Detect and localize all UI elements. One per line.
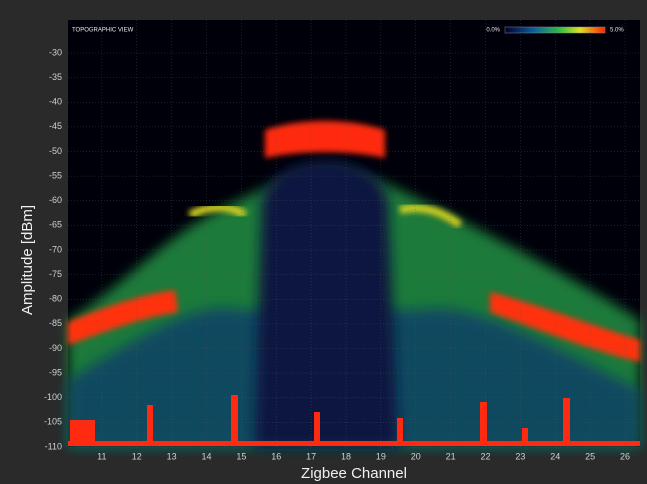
x-tick-label: 26 (620, 451, 630, 461)
x-tick-label: 25 (585, 451, 595, 461)
y-tick-label: -110 (45, 441, 62, 451)
colorbar-label: 0.0% (486, 28, 500, 34)
density-yellow-left (188, 203, 248, 219)
y-tick-label: -70 (49, 244, 62, 254)
colorbar-label: 5.0% (610, 28, 624, 34)
x-tick-label: 20 (411, 451, 421, 461)
x-tick-label: 12 (132, 451, 142, 461)
x-tick-label: 23 (515, 451, 525, 461)
x-tick-label: 16 (271, 451, 281, 461)
y-tick-label: -100 (44, 392, 62, 402)
density-core (255, 160, 398, 447)
y-tick-label: -55 (49, 170, 62, 180)
spur (522, 428, 528, 445)
x-tick-label: 22 (480, 451, 490, 461)
y-tick-label: -85 (49, 318, 62, 328)
density-red-right (490, 292, 640, 362)
spur (397, 418, 403, 445)
y-tick-label: -35 (49, 72, 62, 82)
density-yellow-right (399, 204, 463, 229)
x-tick-label: 11 (97, 451, 106, 461)
spurs (68, 395, 640, 446)
y-tick-label: -65 (49, 220, 62, 230)
y-tick-label: -90 (49, 343, 62, 353)
x-tick-label: 18 (341, 451, 351, 461)
y-axis-label: Amplitude [dBm] (19, 205, 36, 315)
spur (480, 402, 487, 445)
spur (563, 398, 570, 445)
spur (314, 412, 320, 445)
spur (147, 405, 153, 445)
density-red-left (68, 290, 178, 345)
density-red-top (265, 121, 385, 158)
x-tick-label: 13 (167, 451, 177, 461)
x-tick-label: 19 (376, 451, 386, 461)
y-tick-label: -95 (49, 367, 62, 377)
spur (231, 395, 238, 445)
x-tick-label: 17 (306, 451, 316, 461)
x-tick-label: 15 (236, 451, 246, 461)
y-tick-label: -45 (49, 121, 62, 131)
y-tick-label: -80 (49, 294, 62, 304)
y-tick-label: -40 (49, 97, 62, 107)
y-tick-label: -105 (44, 417, 62, 427)
y-tick-label: -60 (49, 195, 62, 205)
spur (70, 420, 95, 445)
x-tick-label: 24 (550, 451, 560, 461)
y-tick-label: -75 (49, 269, 62, 279)
density-layer (68, 121, 640, 447)
y-tick-label: -50 (49, 146, 62, 156)
x-tick-label: 14 (201, 451, 211, 461)
y-tick-label: -30 (49, 47, 62, 57)
floor (68, 441, 640, 446)
x-axis-label: Zigbee Channel (301, 465, 407, 482)
view-title: TOPOGRAPHIC VIEW (72, 28, 134, 34)
x-tick-label: 21 (446, 451, 456, 461)
